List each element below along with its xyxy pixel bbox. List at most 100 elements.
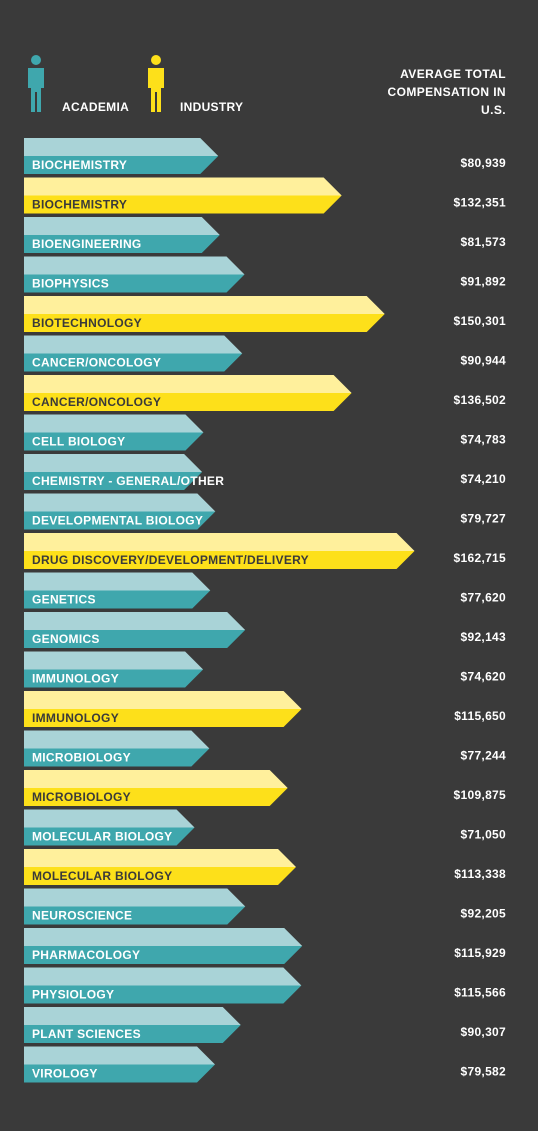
bar-top <box>24 730 210 749</box>
bar-top <box>24 849 297 867</box>
value-label: $80,939 <box>461 156 507 170</box>
bar <box>24 809 195 846</box>
bar-bottom <box>24 985 302 1004</box>
bar <box>24 138 219 174</box>
bar <box>24 177 342 214</box>
bar-top <box>24 809 195 828</box>
category-label: MOLECULAR BIOLOGY <box>32 830 172 844</box>
category-label: CHEMISTRY - GENERAL/OTHER <box>32 474 224 488</box>
bar <box>24 612 246 648</box>
bar <box>24 730 210 767</box>
bar <box>24 375 352 411</box>
bar-bottom <box>24 946 303 964</box>
bar-bottom <box>24 235 220 253</box>
bar-bottom <box>24 669 204 688</box>
bar-bottom <box>24 709 302 727</box>
bar <box>24 414 204 451</box>
bar-top <box>24 335 243 354</box>
value-label: $162,715 <box>454 551 506 565</box>
bar-top <box>24 533 415 551</box>
category-label: NEUROSCIENCE <box>32 909 132 923</box>
bar-bottom <box>24 551 415 569</box>
bar-top <box>24 1007 241 1025</box>
value-label: $150,301 <box>454 314 506 328</box>
category-label: GENOMICS <box>32 632 100 646</box>
value-label: $77,620 <box>461 591 507 605</box>
value-label: $92,205 <box>461 907 507 921</box>
bar-bottom <box>24 353 243 372</box>
value-label: $79,727 <box>461 512 507 526</box>
legend-icon <box>28 55 44 112</box>
category-label: BIOPHYSICS <box>32 277 109 291</box>
bar-bottom <box>24 867 297 885</box>
bar <box>24 454 203 490</box>
bar-top <box>24 691 302 709</box>
bar-top <box>24 888 246 907</box>
bar <box>24 967 302 1004</box>
category-label: DRUG DISCOVERY/DEVELOPMENT/DELIVERY <box>32 553 309 567</box>
bar-bottom <box>24 788 288 806</box>
value-label: $109,875 <box>454 788 506 802</box>
bar <box>24 217 220 253</box>
value-header: AVERAGE TOTAL COMPENSATION IN U.S. <box>387 67 506 117</box>
value-label: $79,582 <box>461 1065 507 1079</box>
bar-bottom <box>24 314 385 332</box>
category-label: BIOENGINEERING <box>32 237 142 251</box>
value-label: $74,783 <box>461 433 507 447</box>
category-label: MICROBIOLOGY <box>32 751 131 765</box>
bar-bottom <box>24 432 204 451</box>
value-label: $71,050 <box>461 828 507 842</box>
bar-top <box>24 375 352 393</box>
value-label: $92,143 <box>461 630 507 644</box>
value-label: $90,944 <box>461 354 507 368</box>
bar <box>24 1046 215 1083</box>
bar-bottom <box>24 511 216 530</box>
bar-bottom <box>24 590 211 609</box>
value-label: $74,210 <box>461 472 507 486</box>
value-label: $90,307 <box>461 1025 507 1039</box>
category-label: VIROLOGY <box>32 1067 98 1081</box>
category-label: PHARMACOLOGY <box>32 948 140 962</box>
bar <box>24 651 204 688</box>
icon-head <box>151 55 161 65</box>
bar-top <box>24 493 216 512</box>
bar-bottom <box>24 156 219 174</box>
category-label: CANCER/ONCOLOGY <box>32 356 161 370</box>
value-label: $81,573 <box>461 235 507 249</box>
category-label: MOLECULAR BIOLOGY <box>32 869 172 883</box>
bar-top <box>24 138 219 156</box>
value-label: $132,351 <box>454 196 506 210</box>
bar-top <box>24 414 204 433</box>
category-label: IMMUNOLOGY <box>32 711 119 725</box>
bar <box>24 888 246 925</box>
category-label: BIOTECHNOLOGY <box>32 316 142 330</box>
category-label: PLANT SCIENCES <box>32 1027 141 1041</box>
bar-bottom <box>24 748 210 767</box>
value-label: $91,892 <box>461 275 507 289</box>
bar-bottom <box>24 1064 215 1083</box>
bar <box>24 1007 241 1043</box>
value-label: $115,566 <box>454 986 506 1000</box>
bar-top <box>24 967 302 986</box>
bar-bottom <box>24 827 195 846</box>
category-label: BIOCHEMISTRY <box>32 158 127 172</box>
bar-top <box>24 217 220 235</box>
bar <box>24 335 243 372</box>
bar <box>24 849 297 885</box>
bar-bottom <box>24 472 203 490</box>
bar-top <box>24 177 342 196</box>
bar-bottom <box>24 906 246 925</box>
bar-top <box>24 1046 215 1065</box>
category-label: IMMUNOLOGY <box>32 672 119 686</box>
value-label: $115,929 <box>454 946 506 960</box>
category-label: CANCER/ONCOLOGY <box>32 395 161 409</box>
bar-top <box>24 928 303 946</box>
value-label: $74,620 <box>461 670 507 684</box>
bar-top <box>24 770 288 788</box>
bar <box>24 770 288 806</box>
category-label: CELL BIOLOGY <box>32 435 125 449</box>
icon-body <box>148 68 164 112</box>
bar-bottom <box>24 630 246 648</box>
